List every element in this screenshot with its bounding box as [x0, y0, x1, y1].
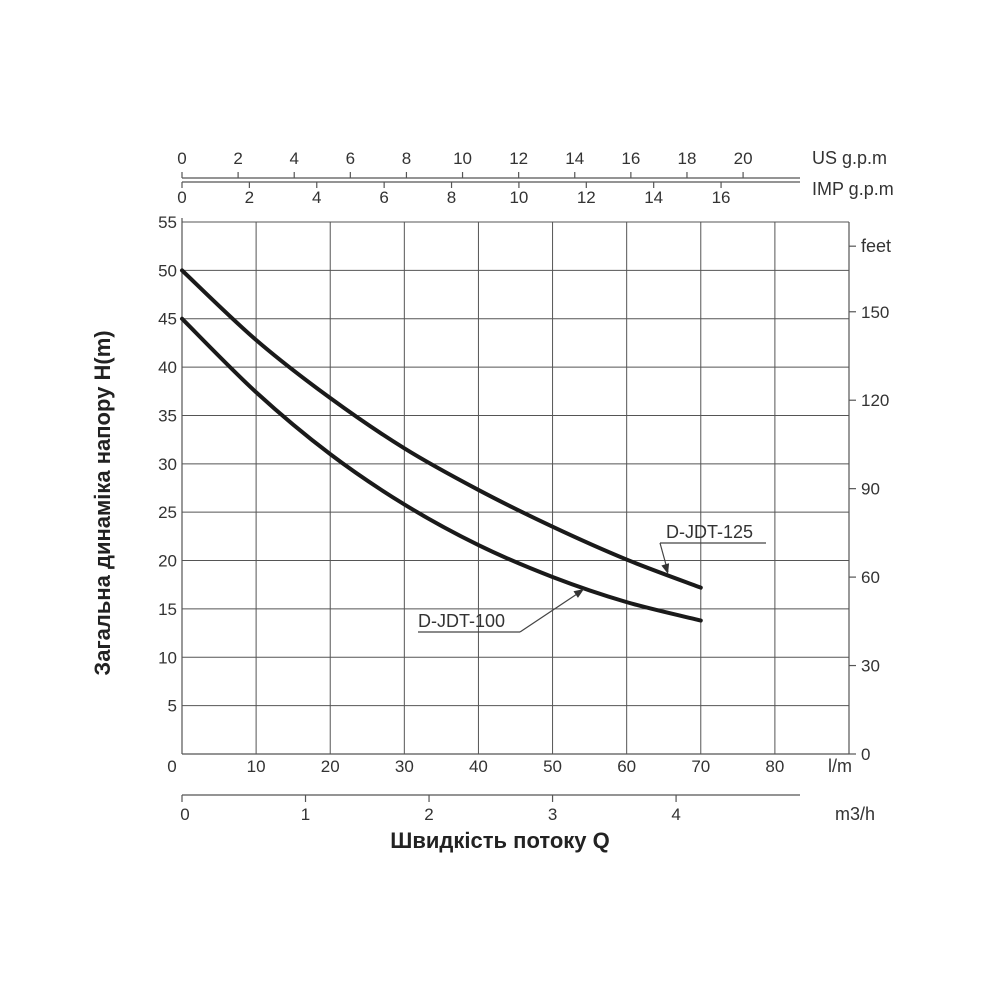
- y-tick-label: 5: [168, 697, 177, 716]
- series-curve: [180, 316, 703, 623]
- us-gpm-tick-label: 18: [678, 149, 697, 168]
- us-gpm-tick-label: 2: [233, 149, 242, 168]
- us-gpm-tick-label: 8: [402, 149, 411, 168]
- series-label-d-jdt-100: D-JDT-100: [418, 611, 505, 631]
- m3h-tick-label: 3: [548, 805, 557, 824]
- y-tick-label: 55: [158, 213, 177, 232]
- y-tick-label: 15: [158, 600, 177, 619]
- m3h-tick-label: 2: [424, 805, 433, 824]
- imp-gpm-unit-label: IMP g.p.m: [812, 179, 894, 199]
- y-tick-label: 35: [158, 406, 177, 425]
- imp-gpm-tick-label: 6: [379, 188, 388, 207]
- m3h-unit-label: m3/h: [835, 804, 875, 824]
- us-gpm-tick-label: 16: [621, 149, 640, 168]
- us-gpm-tick-label: 12: [509, 149, 528, 168]
- series-curve: [180, 268, 703, 590]
- feet-tick-label: 120: [861, 391, 889, 410]
- leader-arrow: [573, 589, 584, 598]
- x-tick-label: 30: [395, 757, 414, 776]
- x-tick-label: 80: [765, 757, 784, 776]
- grid: [182, 221, 849, 754]
- imp-gpm-tick-label: 16: [712, 188, 731, 207]
- x-tick-label: 70: [691, 757, 710, 776]
- y-axis-title: Загальна динаміка напору H(m): [90, 330, 115, 675]
- feet-tick-label: 30: [861, 657, 880, 676]
- x-tick-label: 60: [617, 757, 636, 776]
- feet-tick-label: 90: [861, 480, 880, 499]
- us-gpm-tick-label: 14: [565, 149, 584, 168]
- x-tick-label: 20: [321, 757, 340, 776]
- imp-gpm-tick-label: 8: [447, 188, 456, 207]
- feet-tick-label: 150: [861, 303, 889, 322]
- leader-arrow: [661, 563, 670, 574]
- x-tick-label: 0: [167, 757, 176, 776]
- imp-gpm-tick-label: 14: [644, 188, 663, 207]
- us-gpm-tick-label: 20: [734, 149, 753, 168]
- x-tick-label: 40: [469, 757, 488, 776]
- x-tick-label: 50: [543, 757, 562, 776]
- y-tick-label: 40: [158, 358, 177, 377]
- us-gpm-tick-label: 0: [177, 149, 186, 168]
- x-axis-title: Швидкість потоку Q: [390, 828, 609, 853]
- x-unit-label: l/m: [828, 756, 852, 776]
- us-gpm-unit-label: US g.p.m: [812, 148, 887, 168]
- curves: [180, 268, 703, 623]
- feet-tick-label: 0: [861, 745, 870, 764]
- imp-gpm-tick-label: 2: [245, 188, 254, 207]
- x-tick-label: 10: [247, 757, 266, 776]
- imp-gpm-tick-label: 4: [312, 188, 321, 207]
- y-tick-label: 45: [158, 310, 177, 329]
- imp-gpm-tick-label: 10: [509, 188, 528, 207]
- m3h-tick-label: 0: [180, 805, 189, 824]
- feet-unit-label: feet: [861, 236, 891, 256]
- imp-gpm-tick-label: 0: [177, 188, 186, 207]
- feet-tick-label: 60: [861, 568, 880, 587]
- leader-line: [519, 591, 581, 633]
- y-tick-label: 20: [158, 552, 177, 571]
- imp-gpm-tick-label: 12: [577, 188, 596, 207]
- labels: Швидкість потоку Q Загальна динаміка напо…: [90, 330, 766, 853]
- us-gpm-tick-label: 4: [289, 149, 298, 168]
- y-tick-label: 50: [158, 261, 177, 280]
- y-tick-label: 30: [158, 455, 177, 474]
- y-tick-label: 25: [158, 503, 177, 522]
- us-gpm-tick-label: 10: [453, 149, 472, 168]
- series-label-d-jdt-125: D-JDT-125: [666, 522, 753, 542]
- m3h-tick-label: 4: [671, 805, 680, 824]
- us-gpm-tick-label: 6: [346, 149, 355, 168]
- y-tick-label: 10: [158, 648, 177, 667]
- m3h-tick-label: 1: [301, 805, 310, 824]
